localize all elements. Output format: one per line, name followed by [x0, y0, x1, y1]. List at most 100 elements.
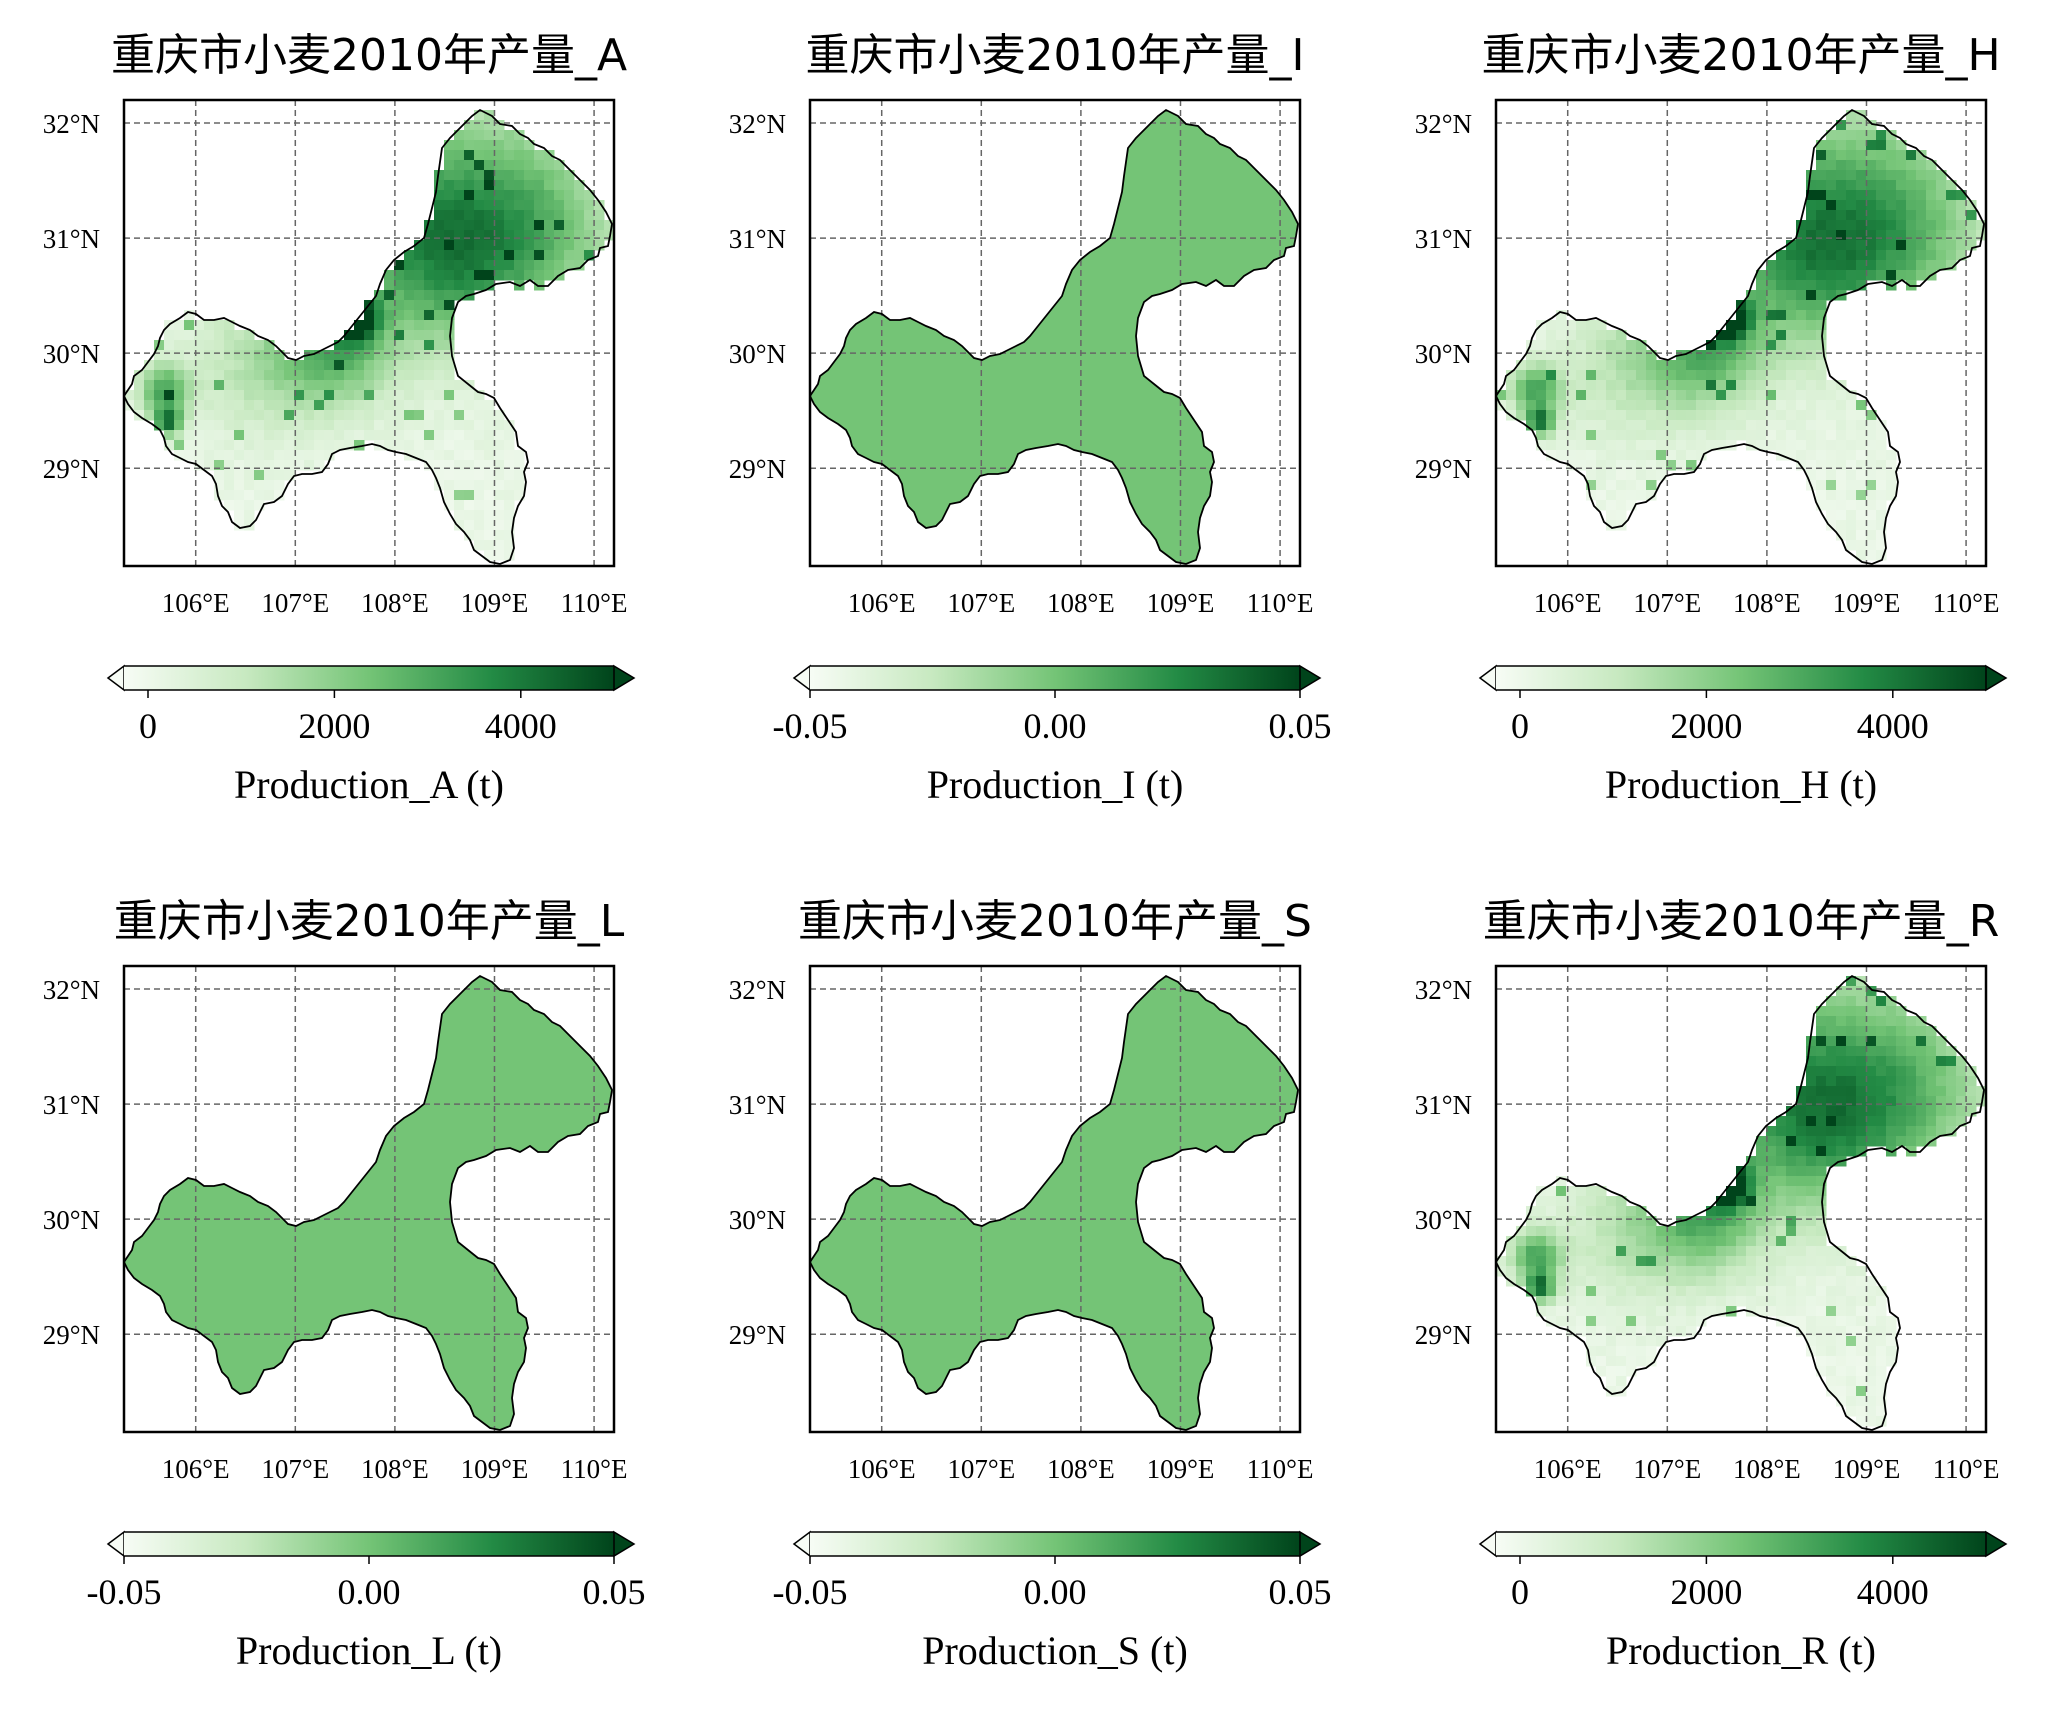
y-tick-label: 31°N	[1415, 1090, 1472, 1120]
colorbar-tick-label: -0.05	[773, 706, 848, 746]
colorbar: 0 2000 4000 Production_A (t)	[106, 664, 636, 807]
colorbar-tick-label: 4000	[1857, 706, 1929, 746]
graticule	[124, 100, 614, 566]
map-panel-a: 重庆市小麦2010年产量_A 106°E 107°E 108°E 109°E 110°E 3…	[43, 30, 636, 807]
x-tick-label: 106°E	[162, 1454, 230, 1484]
y-tick-label: 31°N	[43, 224, 100, 254]
map-frame	[1494, 964, 1988, 1434]
colorbar-label: Production_S (t)	[922, 1628, 1188, 1673]
x-tick-label: 107°E	[1633, 588, 1701, 618]
y-tick-label: 29°N	[1415, 454, 1472, 484]
colorbar-label: Production_H (t)	[1605, 762, 1877, 807]
x-tick-label: 109°E	[1833, 588, 1901, 618]
colorbar-tick-label: 0	[139, 706, 157, 746]
chongqing-boundary	[122, 974, 613, 1431]
x-tick-label: 107°E	[261, 1454, 329, 1484]
x-tick-label: 108°E	[1733, 588, 1801, 618]
map-frame	[808, 98, 1302, 568]
y-tick-label: 32°N	[1415, 975, 1472, 1005]
colorbar: -0.05 0.00 0.05 Production_I (t)	[773, 664, 1332, 807]
x-tick-label: 106°E	[1534, 1454, 1602, 1484]
y-tick-label: 32°N	[1415, 109, 1472, 139]
colorbar-tick-label: 0.05	[1269, 706, 1332, 746]
y-tick-label: 30°N	[729, 1205, 786, 1235]
panel-title: 重庆市小麦2010年产量_A	[111, 30, 627, 81]
y-tick-label: 31°N	[43, 1090, 100, 1120]
graticule	[1496, 966, 1986, 1432]
y-tick-label: 31°N	[729, 224, 786, 254]
y-tick-label: 32°N	[729, 975, 786, 1005]
y-tick-label: 29°N	[729, 454, 786, 484]
x-tick-label: 108°E	[1047, 1454, 1115, 1484]
map-frame	[122, 964, 616, 1434]
x-tick-label: 109°E	[1833, 1454, 1901, 1484]
production-grid	[1496, 110, 1987, 561]
colorbar-tick-label: 2000	[1670, 706, 1742, 746]
colorbar-label: Production_R (t)	[1606, 1628, 1876, 1673]
chongqing-boundary	[1494, 974, 1985, 1431]
chongqing-boundary	[808, 974, 1299, 1431]
colorbar: 0 2000 4000 Production_R (t)	[1478, 1530, 2008, 1673]
map-panel-i: 重庆市小麦2010年产量_I 106°E 107°E 108°E 109°E 110°E 3…	[729, 30, 1332, 807]
colorbar-tick-label: 0	[1511, 1572, 1529, 1612]
y-tick-label: 29°N	[729, 1320, 786, 1350]
panel-title: 重庆市小麦2010年产量_S	[798, 896, 1312, 947]
chongqing-boundary	[122, 108, 613, 565]
production-fill	[810, 976, 1298, 1430]
y-tick-label: 30°N	[43, 339, 100, 369]
colorbar: -0.05 0.00 0.05 Production_S (t)	[773, 1530, 1332, 1673]
production-grid	[124, 110, 615, 561]
colorbar-tick-label: 2000	[298, 706, 370, 746]
y-tick-label: 31°N	[729, 1090, 786, 1120]
map-frame	[1494, 98, 1988, 568]
graticule	[1496, 100, 1986, 566]
y-tick-label: 30°N	[43, 1205, 100, 1235]
colorbar-label: Production_A (t)	[234, 762, 504, 807]
x-tick-label: 109°E	[1147, 1454, 1215, 1484]
x-tick-label: 109°E	[461, 588, 529, 618]
graticule	[124, 966, 614, 1432]
x-tick-label: 110°E	[1933, 588, 2000, 618]
map-panel-r: 重庆市小麦2010年产量_R 106°E 107°E 108°E 109°E 110°E 3…	[1415, 896, 2008, 1673]
map-panel-s: 重庆市小麦2010年产量_S 106°E 107°E 108°E 109°E 110°E 3…	[729, 896, 1332, 1673]
x-tick-label: 107°E	[947, 588, 1015, 618]
x-tick-label: 108°E	[361, 1454, 429, 1484]
colorbar-tick-label: -0.05	[773, 1572, 848, 1612]
y-tick-label: 32°N	[729, 109, 786, 139]
colorbar-label: Production_I (t)	[927, 762, 1184, 807]
colorbar-tick-label: 0	[1511, 706, 1529, 746]
colorbar-label: Production_L (t)	[236, 1628, 502, 1673]
panel-title: 重庆市小麦2010年产量_H	[1481, 30, 2000, 81]
x-tick-label: 110°E	[1247, 588, 1314, 618]
panel-title: 重庆市小麦2010年产量_I	[806, 30, 1305, 81]
x-tick-label: 107°E	[947, 1454, 1015, 1484]
production-fill	[810, 110, 1298, 564]
production-fill	[124, 976, 612, 1430]
y-tick-label: 30°N	[1415, 339, 1472, 369]
x-tick-label: 110°E	[1247, 1454, 1314, 1484]
y-tick-label: 30°N	[1415, 1205, 1472, 1235]
chongqing-boundary	[1494, 108, 1985, 565]
y-tick-label: 31°N	[1415, 224, 1472, 254]
y-tick-label: 29°N	[43, 1320, 100, 1350]
colorbar-tick-label: 0.00	[1024, 1572, 1087, 1612]
map-panel-l: 重庆市小麦2010年产量_L 106°E 107°E 108°E 109°E 110°E 3…	[43, 896, 646, 1673]
panel-title: 重庆市小麦2010年产量_L	[114, 896, 625, 947]
x-tick-label: 110°E	[1933, 1454, 2000, 1484]
x-tick-label: 108°E	[1733, 1454, 1801, 1484]
x-tick-label: 106°E	[848, 588, 916, 618]
x-tick-label: 106°E	[162, 588, 230, 618]
y-tick-label: 32°N	[43, 109, 100, 139]
graticule	[810, 100, 1300, 566]
colorbar-tick-label: 2000	[1670, 1572, 1742, 1612]
production-grid	[1496, 976, 1987, 1427]
map-frame	[808, 964, 1302, 1434]
x-tick-label: 106°E	[848, 1454, 916, 1484]
x-tick-label: 108°E	[361, 588, 429, 618]
x-tick-label: 106°E	[1534, 588, 1602, 618]
y-tick-label: 29°N	[1415, 1320, 1472, 1350]
y-tick-label: 29°N	[43, 454, 100, 484]
x-tick-label: 107°E	[1633, 1454, 1701, 1484]
x-tick-label: 109°E	[461, 1454, 529, 1484]
